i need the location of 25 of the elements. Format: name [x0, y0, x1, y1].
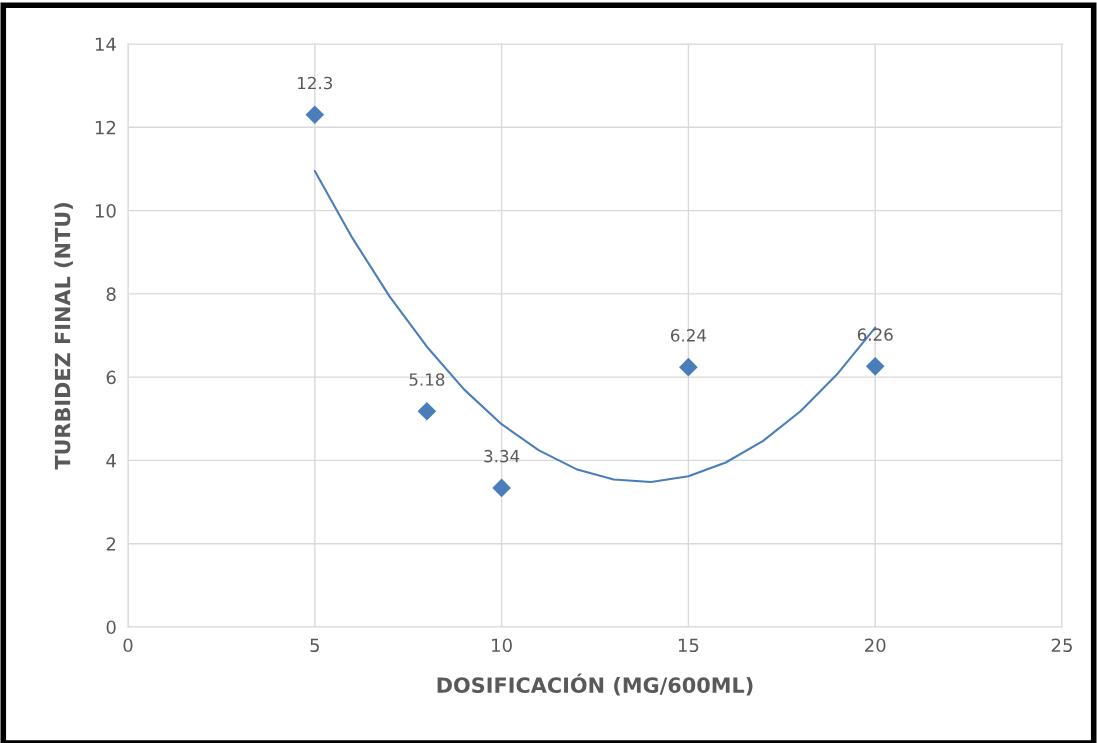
x-tick-label: 25	[1051, 638, 1072, 653]
x-axis-title: DOSIFICACIÓN (MG/600ML)	[437, 673, 753, 696]
point	[305, 105, 325, 125]
y-tick-label: 4	[106, 454, 116, 468]
y-tick-label: 10	[95, 204, 116, 218]
point	[679, 357, 698, 377]
x-tick-label: 15	[678, 638, 699, 653]
y-axis-title: TURBIDEZ FINAL (NTU)	[54, 203, 73, 470]
x-tick-label: 10	[492, 638, 512, 653]
y-tick-label: 0	[106, 620, 116, 635]
y-tick-label: 14	[95, 37, 116, 51]
data-label: 5.18	[409, 373, 445, 386]
y-tick-label: 2	[106, 537, 116, 551]
y-tick-label: 8	[106, 287, 116, 301]
data-label: 3.34	[484, 449, 520, 463]
x-tick-label: 0	[123, 638, 133, 653]
data-label: 6.24	[671, 329, 707, 342]
point	[492, 478, 511, 498]
point	[865, 357, 885, 376]
y-tick-label: 6	[106, 370, 116, 385]
x-tick-label: 20	[865, 638, 886, 653]
data-label: 12.3	[298, 76, 333, 90]
x-tick-label: 5	[310, 638, 319, 653]
y-tick-label: 12	[95, 120, 116, 135]
point	[417, 401, 437, 421]
